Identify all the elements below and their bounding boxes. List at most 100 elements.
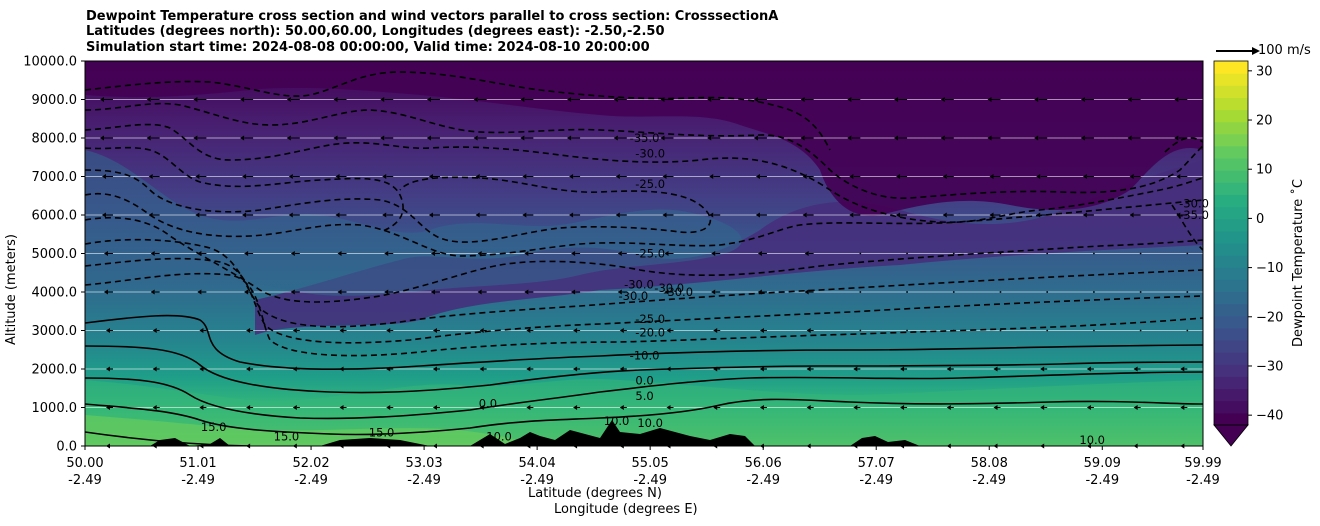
wind-vector bbox=[619, 328, 627, 333]
wind-vector bbox=[1129, 212, 1141, 218]
wind-vector bbox=[1176, 174, 1188, 179]
wind-vector bbox=[526, 328, 534, 333]
wind-vector bbox=[1093, 329, 1095, 332]
wind-vector bbox=[246, 366, 254, 372]
wind-vector bbox=[288, 174, 300, 179]
x-tick-label-lon: -2.49 bbox=[633, 473, 667, 488]
y-axis: 0.0 1000.0 2000.0 3000.0 4000.0 5000.0 6000.0 7… bbox=[23, 55, 85, 455]
wind-vector bbox=[242, 174, 254, 179]
wind-vector bbox=[386, 328, 394, 333]
colorbar: 30 20 10 0 −10 −20 −30 −40 bbox=[1213, 60, 1283, 447]
colorbar-band bbox=[1214, 109, 1248, 123]
contour-line bbox=[85, 371, 1203, 420]
colorbar-band bbox=[1214, 170, 1248, 183]
wind-vector bbox=[197, 251, 207, 256]
contour-line bbox=[85, 192, 1203, 257]
wind-vector bbox=[288, 212, 300, 218]
wind-vector bbox=[246, 405, 254, 410]
y-tick-label: 9000.0 bbox=[32, 93, 78, 108]
wind-vector bbox=[290, 289, 300, 295]
colorbar-band bbox=[1214, 255, 1248, 268]
wind-vector bbox=[150, 289, 160, 295]
wind-vector bbox=[900, 366, 908, 372]
wind-vector bbox=[1174, 97, 1188, 102]
wind-vector bbox=[1127, 97, 1141, 102]
wind-vector bbox=[430, 251, 440, 256]
wind-key-label: 100 m/s bbox=[1258, 43, 1311, 58]
wind-vector bbox=[1046, 291, 1049, 293]
wind-vector bbox=[152, 366, 160, 372]
colorbar-band bbox=[1214, 267, 1248, 280]
colorbar-band bbox=[1214, 352, 1248, 365]
colorbar-band bbox=[1214, 230, 1248, 244]
colorbar-tick-label: −40 bbox=[1256, 409, 1283, 424]
contour-label: 5.0 bbox=[635, 389, 653, 403]
contour-label: -25.0 bbox=[635, 177, 665, 191]
colorbar-band bbox=[1214, 315, 1248, 329]
wind-vector bbox=[1139, 252, 1142, 255]
contour-label: 15.0 bbox=[274, 429, 300, 443]
wind-vector bbox=[244, 289, 254, 295]
contour-label: -30.0 bbox=[618, 289, 648, 303]
wind-vector bbox=[1186, 291, 1189, 293]
colorbar-frame bbox=[1213, 60, 1249, 426]
contour-line bbox=[85, 314, 1203, 371]
colorbar-band bbox=[1214, 121, 1248, 135]
wind-vector bbox=[989, 174, 1001, 179]
wind-vector bbox=[952, 291, 955, 293]
wind-vector bbox=[1040, 366, 1048, 372]
wind-vector bbox=[522, 174, 534, 179]
y-tick-label: 4000.0 bbox=[32, 286, 78, 301]
y-tick-label: 1000.0 bbox=[32, 401, 78, 416]
wind-vector bbox=[335, 174, 347, 179]
contour-lines bbox=[85, 314, 1203, 446]
contour-line bbox=[1171, 204, 1203, 251]
contour-label: -30.0 bbox=[663, 285, 693, 299]
wind-vector bbox=[99, 135, 113, 141]
wind-vector bbox=[613, 97, 627, 102]
wind-vector bbox=[806, 328, 814, 333]
x-tick-label-lon: -2.49 bbox=[859, 473, 893, 488]
contour-labels: -35.0-30.0-25.0-25.0-30.0-30.0 -30.0-30.0… bbox=[201, 131, 1209, 447]
wind-vector bbox=[1046, 329, 1049, 332]
wind-vector bbox=[755, 174, 767, 179]
wind-vector bbox=[713, 366, 721, 372]
contour-label: -20.0 bbox=[635, 325, 665, 339]
wind-vector bbox=[333, 135, 347, 141]
wind-vector bbox=[475, 212, 487, 218]
wind-vector bbox=[755, 212, 767, 218]
wind-vector bbox=[522, 212, 534, 218]
colorbar-band bbox=[1214, 194, 1248, 208]
contour-line bbox=[85, 123, 1203, 224]
contour-line bbox=[85, 257, 1203, 344]
wind-vector bbox=[1093, 291, 1095, 293]
wind-vector bbox=[339, 366, 347, 372]
wind-vector bbox=[802, 212, 814, 218]
wind-vector bbox=[473, 135, 487, 141]
contour-label: 10.0 bbox=[604, 414, 630, 428]
wind-vector bbox=[105, 405, 113, 410]
wind-vector bbox=[1034, 97, 1048, 102]
wind-vector bbox=[619, 405, 627, 410]
wind-vector bbox=[1139, 329, 1142, 332]
wind-vector bbox=[999, 329, 1002, 332]
wind-vector bbox=[906, 252, 908, 255]
colorbar-band bbox=[1214, 303, 1248, 317]
mid-moist-region bbox=[85, 150, 742, 296]
wind-vector bbox=[753, 97, 767, 102]
wind-vector bbox=[426, 97, 440, 102]
wind-vector bbox=[666, 328, 674, 333]
colorbar-label: Dewpoint Temperature ˚C bbox=[1291, 179, 1306, 347]
y-tick-label: 10000.0 bbox=[23, 55, 77, 70]
wind-vector bbox=[613, 135, 627, 141]
contour-line bbox=[1164, 137, 1203, 153]
wind-vector bbox=[894, 135, 908, 141]
wind-vector bbox=[240, 97, 254, 102]
dashed-contour-lines bbox=[85, 71, 1203, 357]
wind-vector bbox=[660, 97, 674, 102]
colorbar-band bbox=[1214, 61, 1248, 74]
x-tick-label-lat: 54.04 bbox=[519, 456, 556, 471]
x-axis-label-secondary: Longitude (degrees E) bbox=[554, 502, 698, 517]
wind-vector bbox=[940, 97, 954, 102]
wind-vector bbox=[426, 135, 440, 141]
